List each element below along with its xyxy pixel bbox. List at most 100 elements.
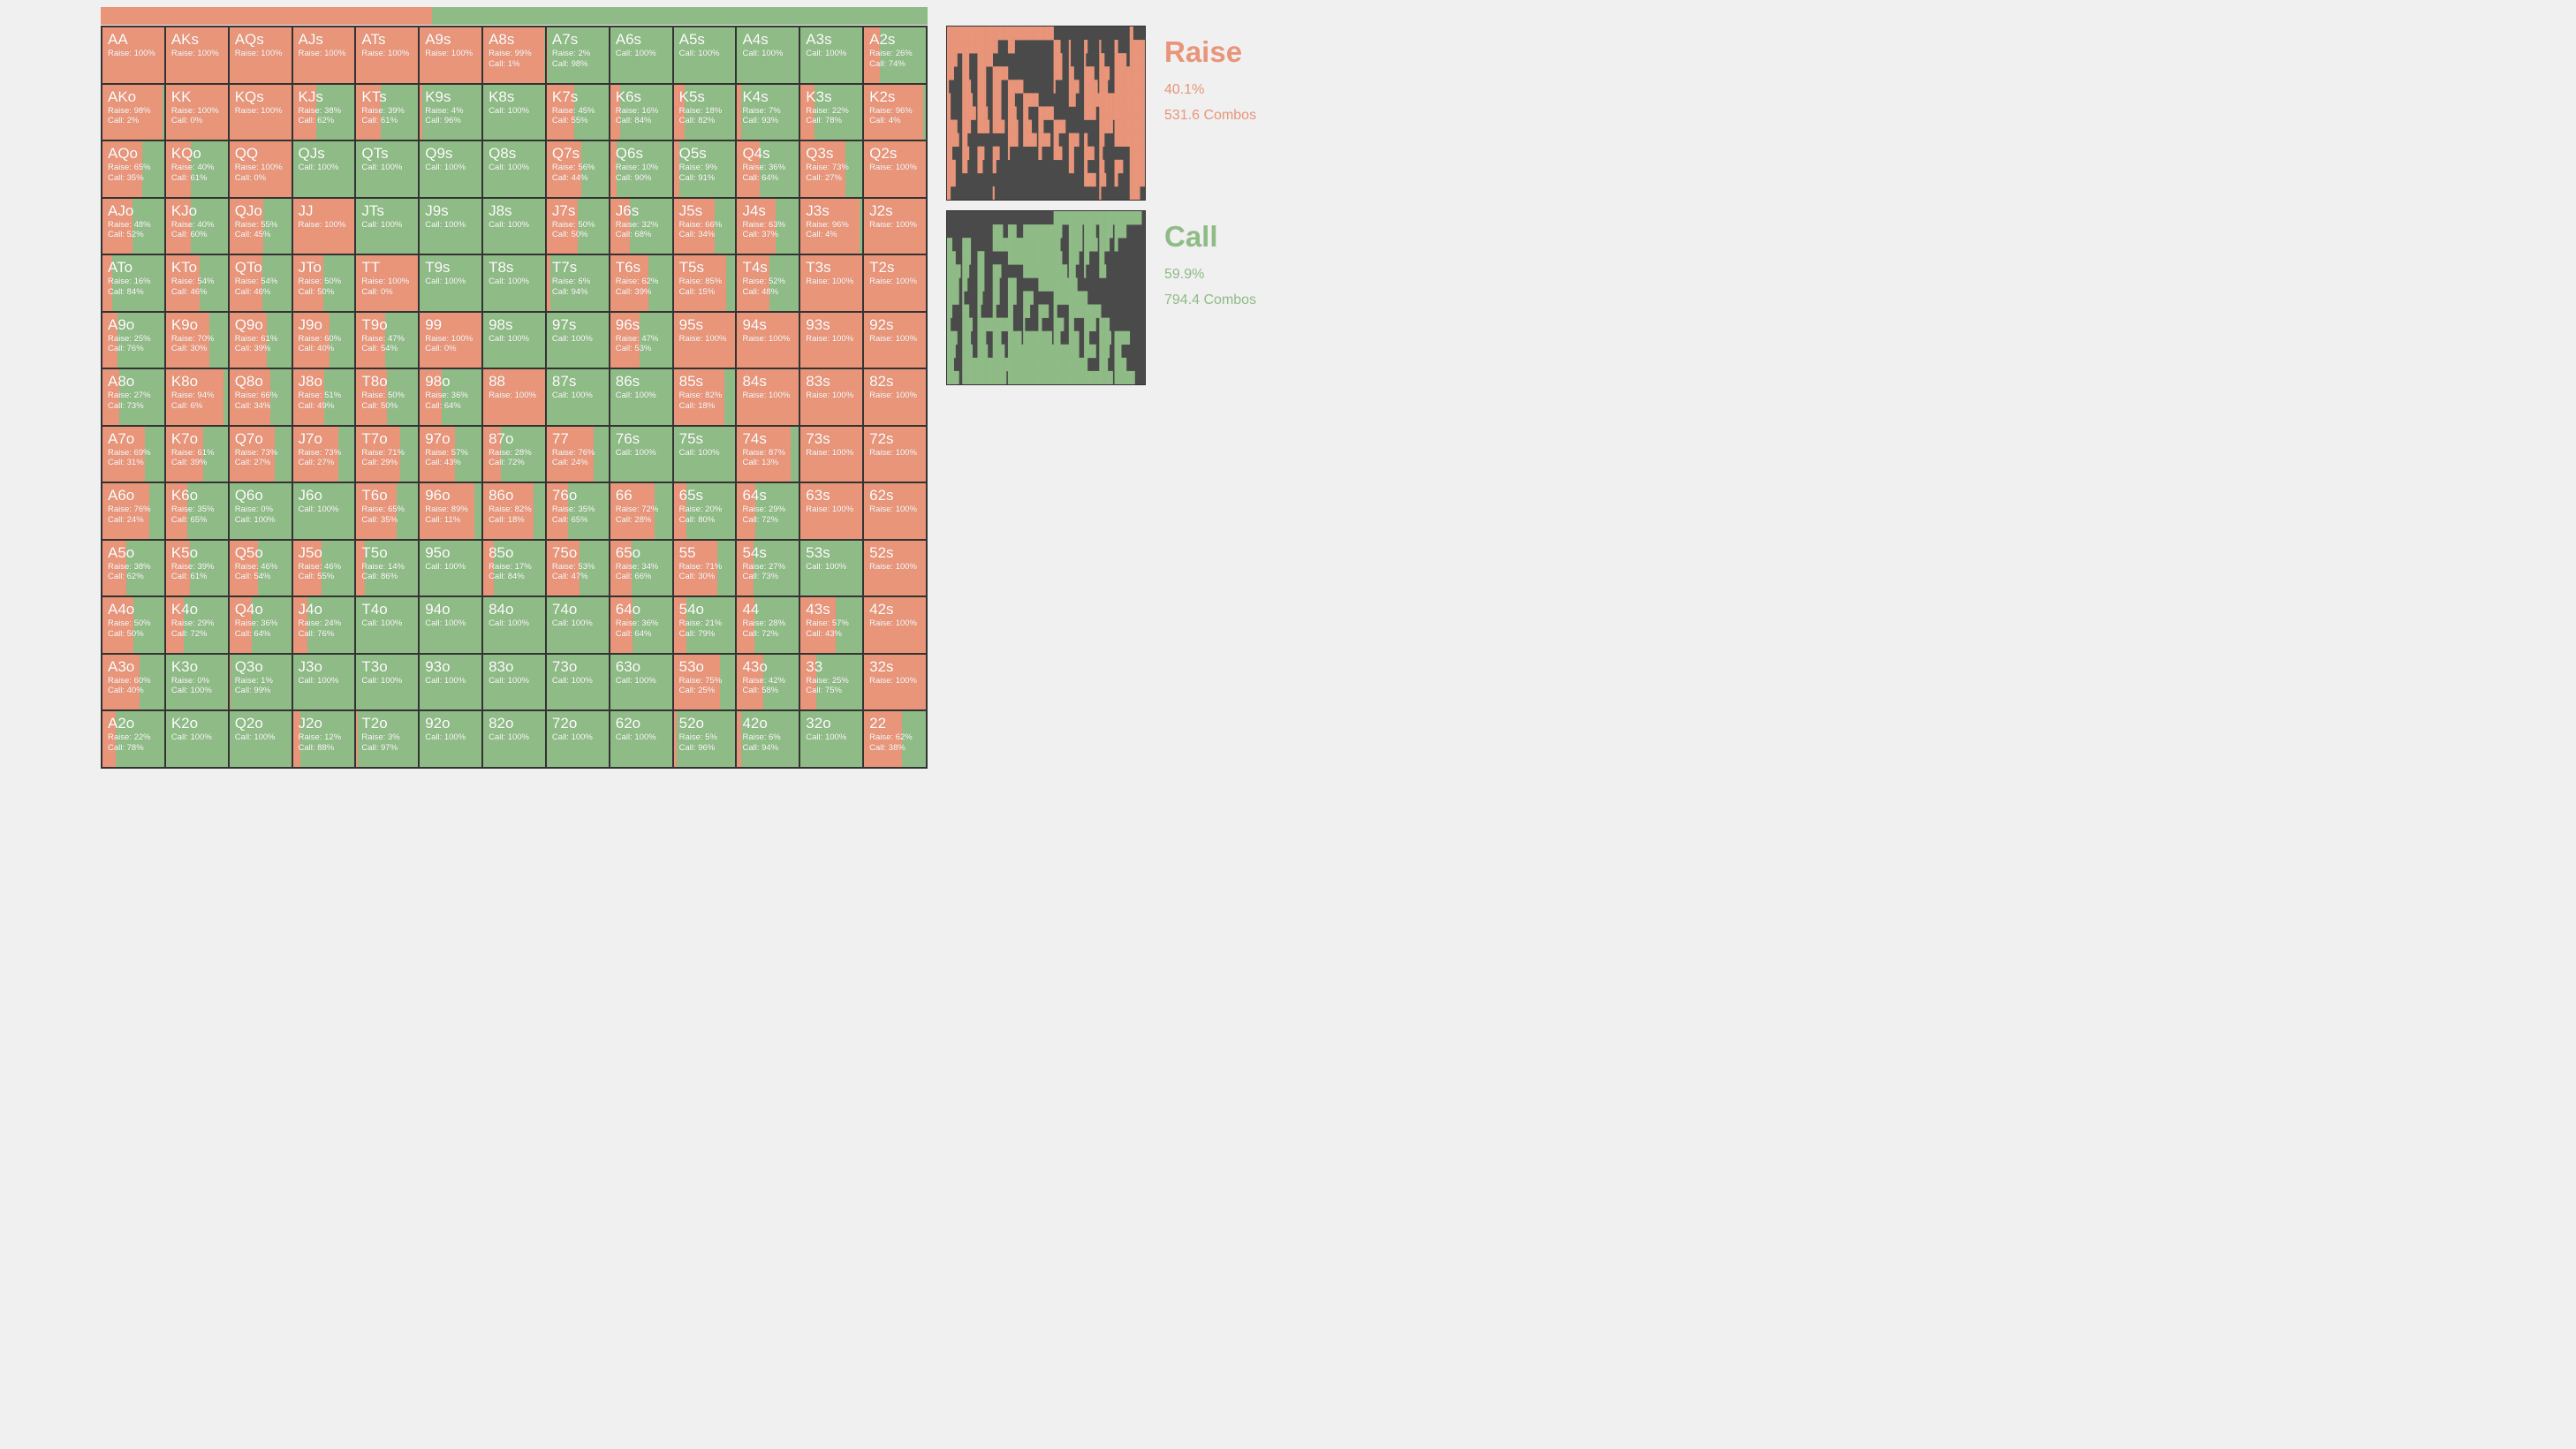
- hand-cell-87s[interactable]: 87s Call: 100%: [546, 369, 609, 425]
- hand-cell-aqs[interactable]: AQs Raise: 100%: [229, 27, 292, 83]
- hand-cell-72s[interactable]: 72s Raise: 100%: [864, 426, 926, 482]
- hand-cell-j2o[interactable]: J2o Raise: 12% Call: 88%: [292, 711, 355, 767]
- hand-cell-75o[interactable]: 75o Raise: 53% Call: 47%: [546, 540, 609, 596]
- hand-cell-k5o[interactable]: K5o Raise: 39% Call: 61%: [165, 540, 228, 596]
- hand-cell-j8o[interactable]: J8o Raise: 51% Call: 49%: [292, 369, 355, 425]
- hand-cell-66[interactable]: 66 Raise: 72% Call: 28%: [610, 483, 672, 539]
- hand-cell-33[interactable]: 33 Raise: 25% Call: 75%: [800, 654, 863, 710]
- hand-cell-65s[interactable]: 65s Raise: 20% Call: 80%: [673, 483, 736, 539]
- hand-cell-q6o[interactable]: Q6o Raise: 0% Call: 100%: [229, 483, 292, 539]
- hand-cell-a5s[interactable]: A5s Call: 100%: [673, 27, 736, 83]
- hand-cell-jj[interactable]: JJ Raise: 100%: [292, 198, 355, 254]
- hand-cell-k7s[interactable]: K7s Raise: 45% Call: 55%: [546, 84, 609, 140]
- hand-cell-75s[interactable]: 75s Call: 100%: [673, 426, 736, 482]
- hand-cell-k4s[interactable]: K4s Raise: 7% Call: 93%: [737, 84, 799, 140]
- call-strategy-thumbnail[interactable]: [946, 210, 1146, 385]
- hand-cell-62s[interactable]: 62s Raise: 100%: [864, 483, 926, 539]
- hand-cell-94o[interactable]: 94o Call: 100%: [420, 597, 482, 653]
- hand-cell-kjo[interactable]: KJo Raise: 40% Call: 60%: [165, 198, 228, 254]
- hand-cell-52s[interactable]: 52s Raise: 100%: [864, 540, 926, 596]
- hand-cell-74o[interactable]: 74o Call: 100%: [546, 597, 609, 653]
- hand-cell-t3o[interactable]: T3o Call: 100%: [356, 654, 419, 710]
- hand-cell-q6s[interactable]: Q6s Raise: 10% Call: 90%: [610, 141, 672, 197]
- hand-cell-32s[interactable]: 32s Raise: 100%: [864, 654, 926, 710]
- hand-cell-76o[interactable]: 76o Raise: 35% Call: 65%: [546, 483, 609, 539]
- hand-cell-j9o[interactable]: J9o Raise: 60% Call: 40%: [292, 312, 355, 368]
- hand-cell-84o[interactable]: 84o Call: 100%: [483, 597, 545, 653]
- hand-cell-a8s[interactable]: A8s Raise: 99% Call: 1%: [483, 27, 545, 83]
- hand-cell-54s[interactable]: 54s Raise: 27% Call: 73%: [737, 540, 799, 596]
- hand-cell-t4o[interactable]: T4o Call: 100%: [356, 597, 419, 653]
- hand-cell-q2s[interactable]: Q2s Raise: 100%: [864, 141, 926, 197]
- hand-cell-q9s[interactable]: Q9s Call: 100%: [420, 141, 482, 197]
- hand-cell-j4o[interactable]: J4o Raise: 24% Call: 76%: [292, 597, 355, 653]
- hand-cell-a7s[interactable]: A7s Raise: 2% Call: 98%: [546, 27, 609, 83]
- hand-cell-ako[interactable]: AKo Raise: 98% Call: 2%: [102, 84, 164, 140]
- hand-cell-q5s[interactable]: Q5s Raise: 9% Call: 91%: [673, 141, 736, 197]
- hand-cell-t2s[interactable]: T2s Raise: 100%: [864, 255, 926, 311]
- hand-cell-t6s[interactable]: T6s Raise: 62% Call: 39%: [610, 255, 672, 311]
- hand-cell-53s[interactable]: 53s Call: 100%: [800, 540, 863, 596]
- hand-cell-k6o[interactable]: K6o Raise: 35% Call: 65%: [165, 483, 228, 539]
- hand-cell-95o[interactable]: 95o Call: 100%: [420, 540, 482, 596]
- hand-cell-83o[interactable]: 83o Call: 100%: [483, 654, 545, 710]
- hand-cell-k9s[interactable]: K9s Raise: 4% Call: 96%: [420, 84, 482, 140]
- hand-cell-98o[interactable]: 98o Raise: 36% Call: 64%: [420, 369, 482, 425]
- hand-cell-73o[interactable]: 73o Call: 100%: [546, 654, 609, 710]
- hand-cell-jts[interactable]: JTs Call: 100%: [356, 198, 419, 254]
- hand-cell-j5s[interactable]: J5s Raise: 66% Call: 34%: [673, 198, 736, 254]
- hand-cell-a9s[interactable]: A9s Raise: 100%: [420, 27, 482, 83]
- hand-cell-a4s[interactable]: A4s Call: 100%: [737, 27, 799, 83]
- hand-cell-k3s[interactable]: K3s Raise: 22% Call: 78%: [800, 84, 863, 140]
- hand-cell-t7o[interactable]: T7o Raise: 71% Call: 29%: [356, 426, 419, 482]
- hand-cell-j4s[interactable]: J4s Raise: 63% Call: 37%: [737, 198, 799, 254]
- hand-cell-87o[interactable]: 87o Raise: 28% Call: 72%: [483, 426, 545, 482]
- hand-cell-aks[interactable]: AKs Raise: 100%: [165, 27, 228, 83]
- hand-cell-kto[interactable]: KTo Raise: 54% Call: 46%: [165, 255, 228, 311]
- raise-strategy-thumbnail[interactable]: [946, 26, 1146, 201]
- hand-cell-t6o[interactable]: T6o Raise: 65% Call: 35%: [356, 483, 419, 539]
- hand-cell-k4o[interactable]: K4o Raise: 29% Call: 72%: [165, 597, 228, 653]
- hand-cell-76s[interactable]: 76s Call: 100%: [610, 426, 672, 482]
- hand-cell-q3o[interactable]: Q3o Raise: 1% Call: 99%: [229, 654, 292, 710]
- hand-cell-96o[interactable]: 96o Raise: 89% Call: 11%: [420, 483, 482, 539]
- hand-cell-qjo[interactable]: QJo Raise: 55% Call: 45%: [229, 198, 292, 254]
- hand-cell-t7s[interactable]: T7s Raise: 6% Call: 94%: [546, 255, 609, 311]
- hand-cell-54o[interactable]: 54o Raise: 21% Call: 79%: [673, 597, 736, 653]
- hand-cell-ajs[interactable]: AJs Raise: 100%: [292, 27, 355, 83]
- hand-cell-52o[interactable]: 52o Raise: 5% Call: 96%: [673, 711, 736, 767]
- hand-cell-aqo[interactable]: AQo Raise: 65% Call: 35%: [102, 141, 164, 197]
- hand-cell-t9s[interactable]: T9s Call: 100%: [420, 255, 482, 311]
- hand-cell-97o[interactable]: 97o Raise: 57% Call: 43%: [420, 426, 482, 482]
- hand-cell-k5s[interactable]: K5s Raise: 18% Call: 82%: [673, 84, 736, 140]
- hand-cell-k2o[interactable]: K2o Call: 100%: [165, 711, 228, 767]
- hand-cell-a9o[interactable]: A9o Raise: 25% Call: 76%: [102, 312, 164, 368]
- hand-cell-ato[interactable]: ATo Raise: 16% Call: 84%: [102, 255, 164, 311]
- hand-cell-k3o[interactable]: K3o Raise: 0% Call: 100%: [165, 654, 228, 710]
- hand-cell-73s[interactable]: 73s Raise: 100%: [800, 426, 863, 482]
- hand-cell-q3s[interactable]: Q3s Raise: 73% Call: 27%: [800, 141, 863, 197]
- hand-cell-32o[interactable]: 32o Call: 100%: [800, 711, 863, 767]
- hand-cell-j6s[interactable]: J6s Raise: 32% Call: 68%: [610, 198, 672, 254]
- hand-cell-qto[interactable]: QTo Raise: 54% Call: 46%: [229, 255, 292, 311]
- hand-cell-q8s[interactable]: Q8s Call: 100%: [483, 141, 545, 197]
- hand-cell-t5o[interactable]: T5o Raise: 14% Call: 86%: [356, 540, 419, 596]
- hand-cell-44[interactable]: 44 Raise: 28% Call: 72%: [737, 597, 799, 653]
- hand-cell-t3s[interactable]: T3s Raise: 100%: [800, 255, 863, 311]
- hand-cell-j3s[interactable]: J3s Raise: 96% Call: 4%: [800, 198, 863, 254]
- hand-cell-kjs[interactable]: KJs Raise: 38% Call: 62%: [292, 84, 355, 140]
- hand-cell-j7s[interactable]: J7s Raise: 50% Call: 50%: [546, 198, 609, 254]
- hand-cell-qjs[interactable]: QJs Call: 100%: [292, 141, 355, 197]
- hand-cell-ajo[interactable]: AJo Raise: 48% Call: 52%: [102, 198, 164, 254]
- hand-cell-kts[interactable]: KTs Raise: 39% Call: 61%: [356, 84, 419, 140]
- hand-cell-kqs[interactable]: KQs Raise: 100%: [229, 84, 292, 140]
- hand-cell-k8s[interactable]: K8s Call: 100%: [483, 84, 545, 140]
- hand-cell-95s[interactable]: 95s Raise: 100%: [673, 312, 736, 368]
- hand-cell-a4o[interactable]: A4o Raise: 50% Call: 50%: [102, 597, 164, 653]
- hand-cell-77[interactable]: 77 Raise: 76% Call: 24%: [546, 426, 609, 482]
- hand-cell-j8s[interactable]: J8s Call: 100%: [483, 198, 545, 254]
- hand-cell-93s[interactable]: 93s Raise: 100%: [800, 312, 863, 368]
- hand-cell-a3o[interactable]: A3o Raise: 60% Call: 40%: [102, 654, 164, 710]
- hand-cell-92o[interactable]: 92o Call: 100%: [420, 711, 482, 767]
- hand-cell-aa[interactable]: AA Raise: 100%: [102, 27, 164, 83]
